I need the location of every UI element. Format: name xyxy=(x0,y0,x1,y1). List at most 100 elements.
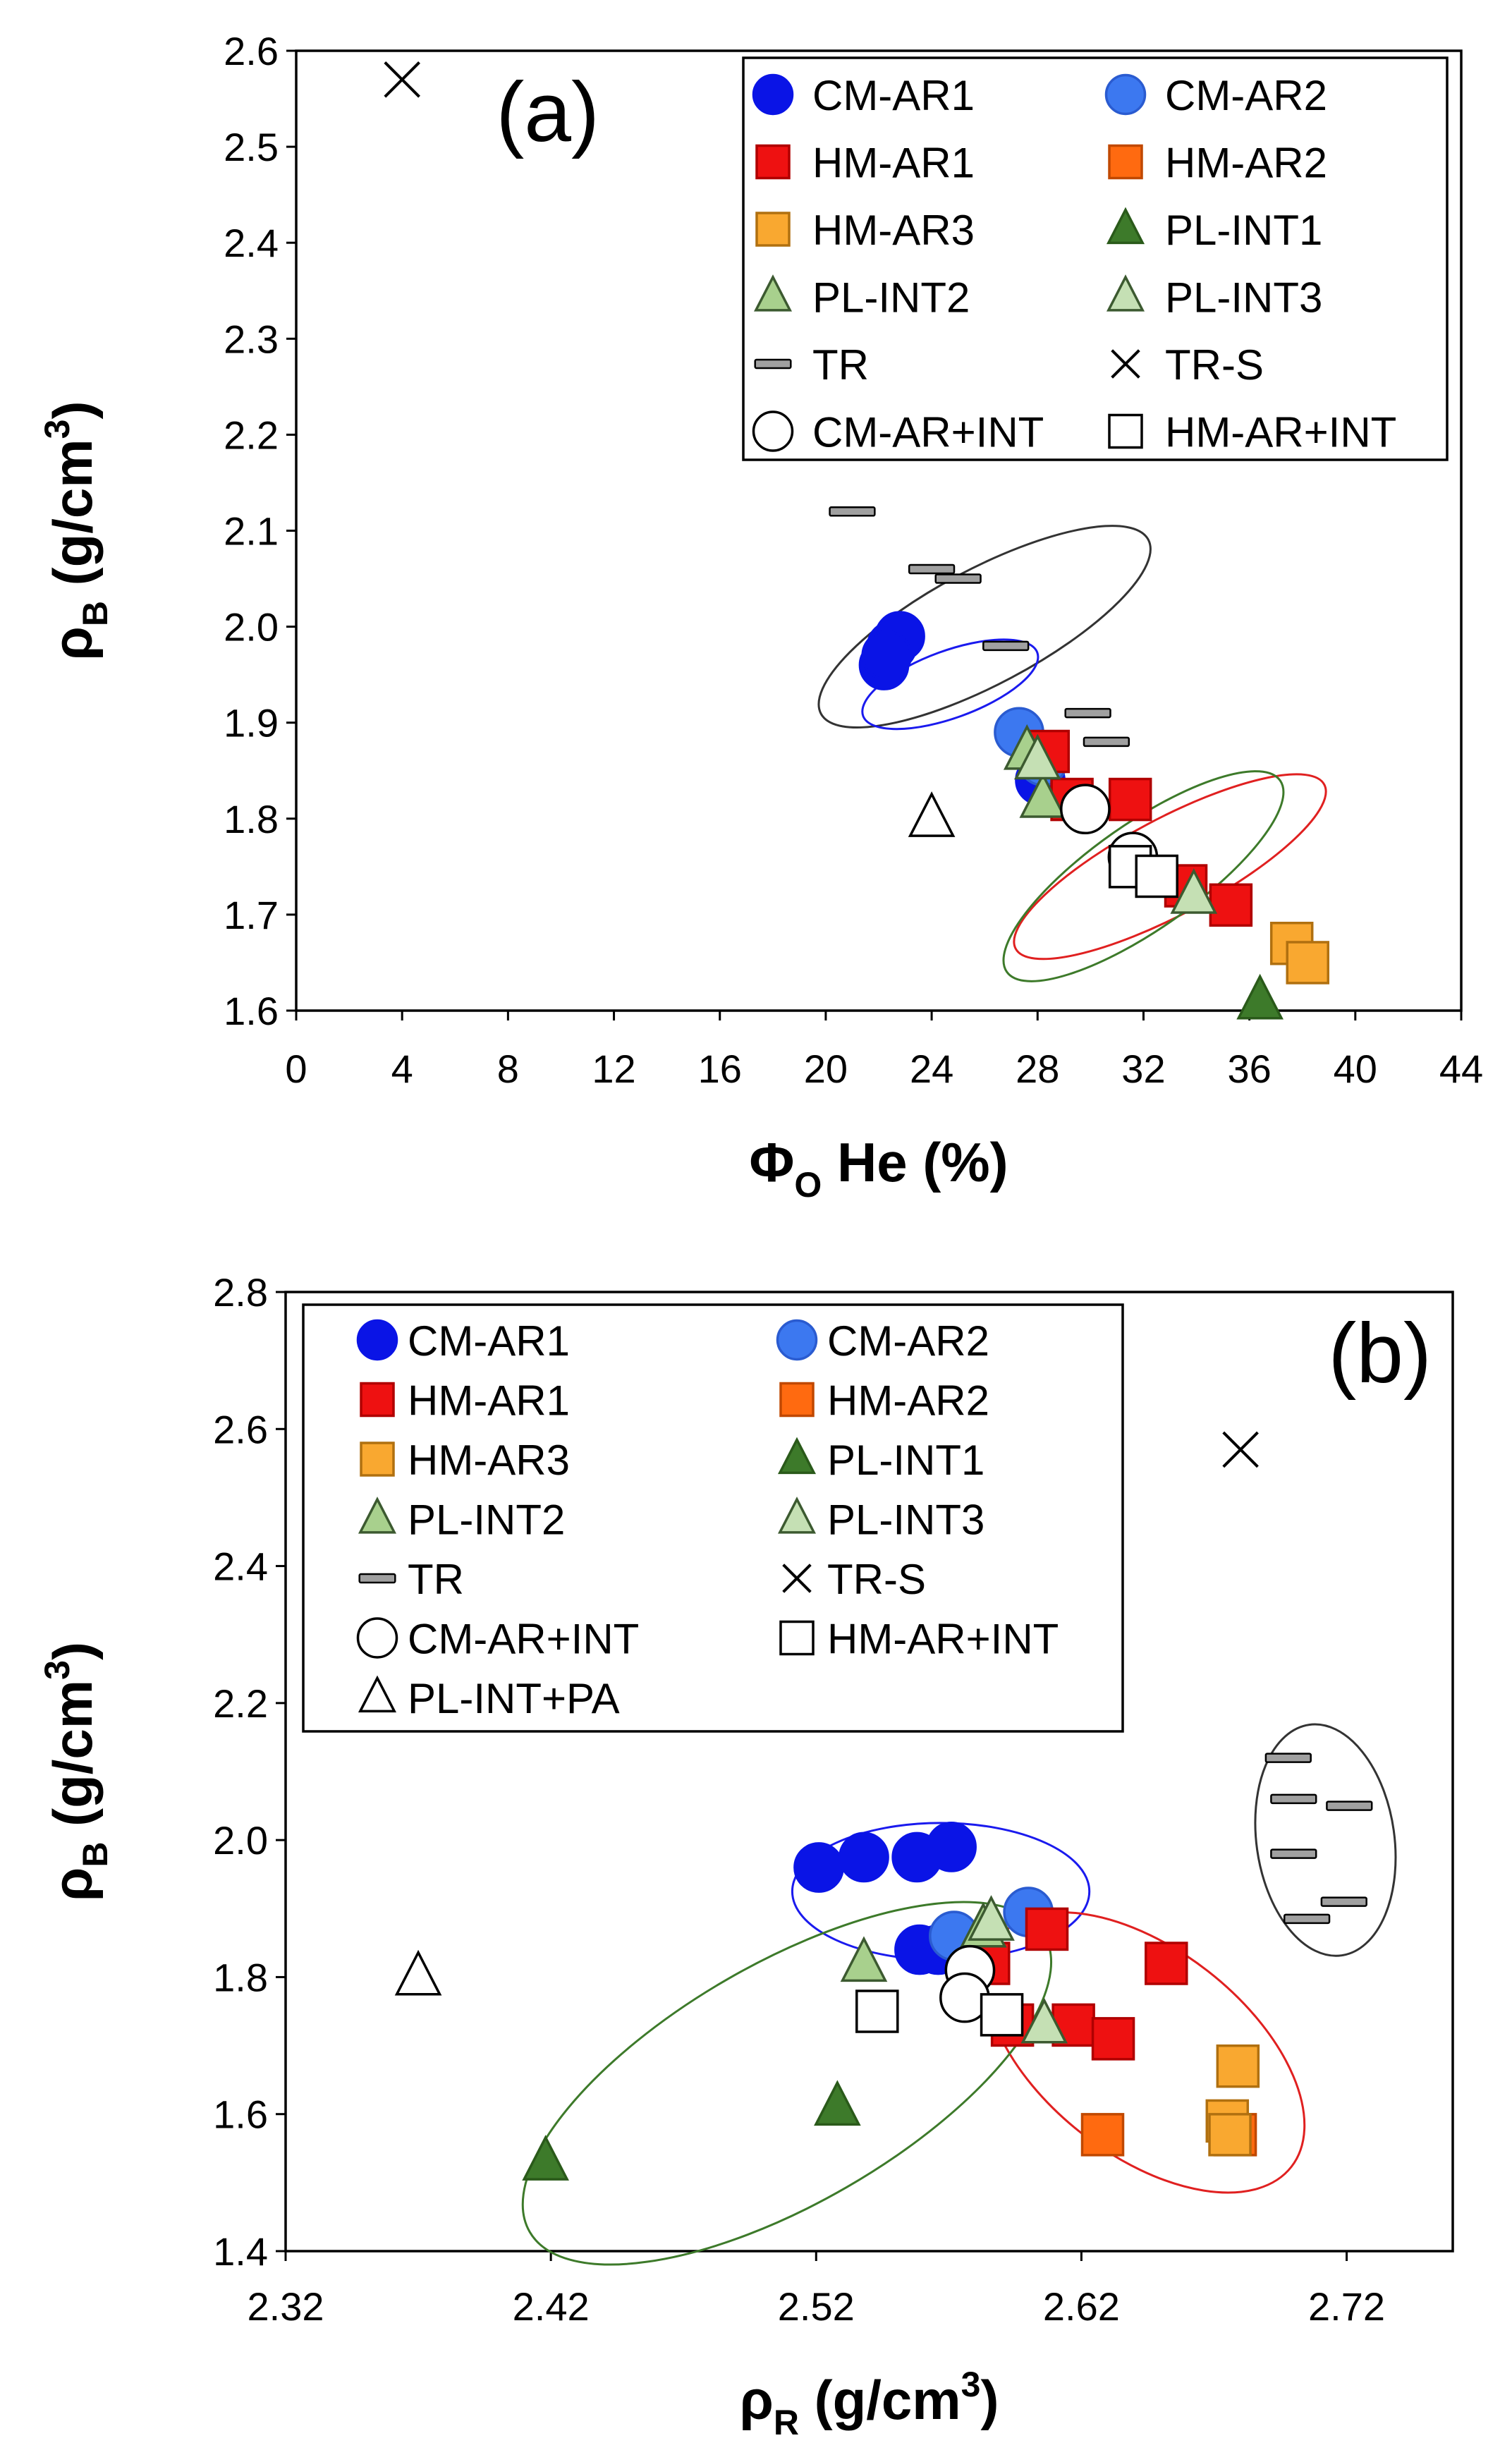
legend-label: PL-INT2 xyxy=(812,274,970,322)
y-tick-label: 2.4 xyxy=(213,1544,268,1589)
legend-item: HM-AR1 xyxy=(755,140,975,187)
legend-marker xyxy=(1108,144,1143,180)
legend-marker xyxy=(777,1497,817,1534)
legend-marker xyxy=(1106,274,1145,312)
legend-label: PL-INT2 xyxy=(408,1497,565,1544)
data-point-tr xyxy=(1320,1896,1367,1907)
y-tick-label: 1.6 xyxy=(213,2092,268,2137)
y-tick-label: 2.2 xyxy=(224,413,279,457)
x-axis-label: ΦO He (%) xyxy=(749,1131,1008,1205)
cluster-ellipse xyxy=(1254,1723,1397,1957)
data-point-hm-ar1 xyxy=(1145,1942,1188,1985)
x-tick-label: 40 xyxy=(1334,1047,1377,1091)
legend-item: HM-AR+INT xyxy=(1108,409,1396,456)
data-point-cm-ar+int xyxy=(1060,784,1111,835)
data-point-hm-ar3 xyxy=(1208,2113,1252,2157)
x-tick-label: 0 xyxy=(285,1047,307,1091)
y-tick-label: 1.8 xyxy=(224,797,279,841)
legend: CM-AR1 CM-AR2 HM-AR1 HM-AR2 HM-AR3 PL-INT1 PL-… xyxy=(302,1303,1124,1733)
legend-label: HM-AR+INT xyxy=(1165,409,1396,456)
x-tick-label: 8 xyxy=(497,1047,519,1091)
legend-marker xyxy=(755,212,791,247)
legend: CM-AR1 CM-AR2 HM-AR1 HM-AR2 HM-AR3 PL-INT1 PL-… xyxy=(742,56,1449,461)
legend-item: TR xyxy=(358,1556,464,1603)
x-tick-label: 2.32 xyxy=(248,2284,324,2329)
data-point-cm-ar1 xyxy=(926,1822,977,1872)
legend-item: CM-AR2 xyxy=(776,1317,989,1365)
y-axis-label: ρB (g/cm3) xyxy=(37,1642,115,1901)
legend-label: HM-AR+INT xyxy=(827,1616,1059,1663)
legend-item: PL-INT+PA xyxy=(358,1675,620,1722)
legend-item: PL-INT3 xyxy=(1106,274,1322,322)
legend-item: CM-AR1 xyxy=(752,72,975,119)
y-tick-label: 2.2 xyxy=(213,1681,268,1726)
legend-marker xyxy=(779,1382,815,1418)
data-point-pl-int2 xyxy=(1019,772,1067,818)
y-tick-label: 2.0 xyxy=(224,605,279,650)
legend-label: TR xyxy=(408,1556,464,1603)
data-point-tr xyxy=(1270,1848,1317,1859)
data-point-hm-ar3 xyxy=(1216,2044,1260,2088)
x-tick-label: 28 xyxy=(1016,1047,1059,1091)
data-point-tr xyxy=(1264,1753,1312,1763)
data-point-hm-ar1 xyxy=(1025,1907,1069,1951)
legend-marker xyxy=(356,1319,398,1361)
legend-label: CM-AR2 xyxy=(827,1317,989,1365)
data-point-hm-ar2 xyxy=(1080,2113,1125,2157)
legend-item: PL-INT2 xyxy=(753,274,970,322)
data-point-tr xyxy=(1283,1913,1331,1925)
data-point-hm-ar3 xyxy=(1286,941,1329,985)
legend-marker xyxy=(776,1319,818,1361)
data-point-tr xyxy=(982,640,1030,652)
panel-label: (b) xyxy=(1328,1306,1432,1401)
legend-marker xyxy=(752,73,794,116)
legend-item: CM-AR1 xyxy=(356,1317,570,1365)
y-tick-label: 2.1 xyxy=(224,509,279,554)
data-point-cm-ar1 xyxy=(861,630,913,681)
x-tick-label: 4 xyxy=(391,1047,413,1091)
legend-item: CM-AR2 xyxy=(1104,72,1327,119)
data-point-tr xyxy=(934,573,982,584)
data-point-cm-ar1 xyxy=(839,1832,889,1883)
cluster-ellipse xyxy=(1002,770,1285,982)
data-point-tr xyxy=(1326,1800,1373,1811)
data-point-tr xyxy=(1083,736,1130,748)
legend-item: PL-INT1 xyxy=(777,1437,984,1484)
legend-item: CM-AR+INT xyxy=(752,409,1044,456)
legend-label: HM-AR3 xyxy=(408,1437,570,1484)
data-point-pl-int1 xyxy=(522,2135,569,2181)
x-tick-label: 32 xyxy=(1121,1047,1165,1091)
data-point-pl-int3 xyxy=(968,1895,1015,1941)
data-point-tr xyxy=(908,563,956,575)
legend-label: PL-INT1 xyxy=(827,1437,984,1484)
data-point-pl-int3 xyxy=(1170,868,1218,914)
x-tick-label: 24 xyxy=(910,1047,953,1091)
y-tick-label: 1.6 xyxy=(224,989,279,1033)
plot-area xyxy=(284,1291,1454,2253)
legend-marker xyxy=(1104,73,1147,116)
legend-item: HM-AR2 xyxy=(1108,140,1327,187)
data-point-pl-int+pa xyxy=(908,791,956,837)
cluster-ellipse xyxy=(817,525,1152,729)
legend-marker xyxy=(777,1437,817,1475)
legend-item: PL-INT3 xyxy=(777,1497,984,1544)
data-point-hm-ar+int xyxy=(980,1993,1024,2037)
data-point-pl-int2 xyxy=(840,1936,888,1982)
y-tick-label: 2.8 xyxy=(213,1270,268,1315)
y-tick-label: 2.0 xyxy=(213,1818,268,1863)
y-tick-label: 2.4 xyxy=(224,221,279,265)
legend-label: CM-AR+INT xyxy=(812,409,1044,456)
legend-label: HM-AR2 xyxy=(827,1377,989,1425)
data-point-tr-s xyxy=(1222,1431,1259,1468)
panel-label: (a) xyxy=(496,65,599,159)
x-tick-label: 2.72 xyxy=(1308,2284,1385,2329)
legend-item: PL-INT2 xyxy=(358,1497,565,1544)
legend-marker xyxy=(356,1617,398,1659)
panel-a: 1.6 1.7 1.8 1.9 2.0 2.1 2.2 2.3 2.4 2.5 2.6 0 4 8 12 16… xyxy=(37,29,1483,1205)
legend-marker xyxy=(358,1675,397,1713)
legend-marker xyxy=(360,1382,395,1418)
legend-label: CM-AR1 xyxy=(408,1317,570,1365)
legend-item: TR xyxy=(754,341,869,389)
data-point-tr xyxy=(1064,707,1111,719)
